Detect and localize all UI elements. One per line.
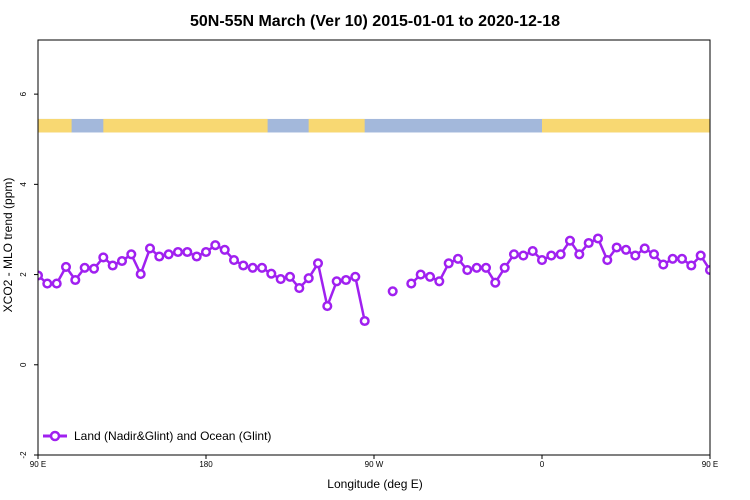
data-point [658, 259, 669, 270]
data-point [266, 268, 277, 279]
data-point [443, 258, 454, 269]
data-point [126, 249, 137, 260]
data-point [42, 278, 53, 289]
data-point [182, 246, 193, 258]
data-point [695, 250, 706, 261]
data-point [284, 271, 296, 282]
land-span [542, 118, 710, 133]
data-point [406, 278, 417, 289]
y-tick-label: 2 [19, 272, 28, 277]
data-point [415, 269, 426, 280]
plot-frame [37, 39, 711, 456]
data-point [490, 277, 501, 288]
y-axis-ticks: -2 0 2 4 6 [19, 91, 38, 459]
data-point [60, 261, 72, 272]
y-tick-label: -2 [19, 451, 28, 459]
y-tick-label: 0 [19, 362, 28, 367]
data-point [340, 274, 352, 286]
legend: Land (Nadir&Glint) and Ocean (Glint) [43, 429, 271, 443]
data-point [70, 274, 81, 286]
data-point [676, 253, 688, 264]
data-point [294, 283, 305, 294]
data-point [592, 233, 604, 244]
data-point [247, 262, 258, 273]
y-axis-label: XCO2 - MLO trend (ppm) [1, 178, 15, 313]
data-point [508, 249, 520, 260]
data-point [462, 265, 473, 276]
x-tick-label: 90 E [30, 460, 46, 469]
land-span [308, 118, 365, 133]
data-point [88, 263, 100, 274]
data-point [79, 262, 90, 273]
data-point [648, 249, 660, 260]
data-point [686, 260, 697, 271]
data-point [667, 253, 678, 264]
data-point [725, 280, 733, 288]
data-point [275, 274, 286, 285]
data-point [574, 249, 585, 260]
data-point [238, 260, 249, 271]
data-point [602, 255, 613, 266]
x-axis-label: Longitude (deg E) [327, 477, 422, 491]
data-point [163, 249, 174, 260]
data-point [154, 251, 165, 262]
data-point [135, 269, 146, 280]
legend-marker-icon [49, 430, 61, 442]
data-point [210, 240, 221, 251]
x-tick-label: 90 W [365, 460, 384, 469]
data-point [480, 262, 492, 273]
data-point [611, 242, 622, 253]
data-point [387, 286, 398, 297]
data-point [322, 301, 333, 312]
data-point [471, 262, 482, 273]
data-point [331, 276, 342, 287]
plot-area [38, 233, 750, 327]
data-point [630, 250, 641, 261]
data-point [359, 315, 370, 327]
data-point [434, 276, 445, 287]
land-ocean-bar [38, 118, 710, 133]
data-point [564, 235, 576, 246]
data-point [350, 271, 361, 282]
x-axis-ticks: 90 E 180 90 W 0 90 E [30, 455, 718, 469]
data-point [546, 250, 557, 261]
data-point [424, 271, 436, 282]
data-point [555, 249, 566, 260]
data-point [639, 243, 650, 254]
data-point [452, 253, 464, 264]
data-point [704, 265, 710, 276]
data-point [219, 244, 230, 255]
data-point [51, 278, 62, 289]
data-point [172, 246, 184, 258]
data-point [303, 273, 314, 284]
data-point [144, 243, 156, 254]
data-point [499, 262, 510, 273]
data-point [620, 244, 632, 255]
data-point [536, 255, 548, 266]
data-point [734, 280, 742, 288]
data-point [116, 255, 128, 267]
x-tick-label: 0 [540, 460, 545, 469]
legend-label: Land (Nadir&Glint) and Ocean (Glint) [74, 429, 271, 443]
data-point [107, 260, 118, 271]
data-point [200, 246, 212, 258]
land-span [103, 118, 268, 133]
y-tick-label: 6 [19, 91, 28, 96]
data-point [228, 255, 240, 266]
land-span [38, 118, 72, 133]
data-point [716, 271, 724, 279]
data-point [518, 250, 529, 261]
data-point [256, 262, 268, 273]
chart-title: 50N-55N March (Ver 10) 2015-01-01 to 202… [190, 13, 560, 30]
data-point [191, 251, 202, 262]
data-point [583, 237, 594, 249]
data-point [98, 252, 109, 263]
y-tick-label: 4 [19, 182, 28, 187]
x-tick-label: 180 [199, 460, 213, 469]
data-point [744, 263, 750, 271]
data-point [312, 258, 324, 269]
data-point [527, 246, 538, 257]
x-tick-label: 90 E [702, 460, 718, 469]
